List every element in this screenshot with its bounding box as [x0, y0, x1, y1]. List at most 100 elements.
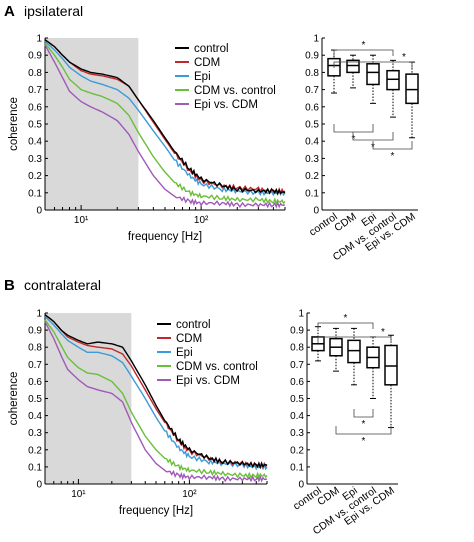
box-iqr: [346, 59, 360, 74]
series-line-cdm-vs-control: [44, 42, 286, 206]
y-tick-label: 0.6: [28, 377, 42, 388]
coherence-line-chart: 0 0.1 0.2 0.3 0.4 0.5 0.6 0.7 0.8 0.9 1 10¹ 10² frequ…: [8, 34, 286, 243]
legend-label: CDM: [176, 333, 202, 345]
box-y-tick-label: 0.5: [290, 394, 304, 405]
coherence-box-plot: 00.10.20.30.40.50.60.70.80.91 ****control…: [290, 309, 398, 537]
y-tick-label: 0.1: [28, 188, 42, 199]
significance-star: *: [391, 151, 395, 162]
box-y-tick-label: 0.3: [290, 428, 304, 439]
legend-label: control: [176, 319, 211, 331]
box-y-tick-label: 0.8: [305, 68, 319, 79]
box-y-tick-label: 1: [313, 34, 319, 45]
series-line-control: [44, 39, 286, 196]
box-y-tick-label: 0.4: [290, 411, 304, 422]
x-axis-label: frequency [Hz]: [128, 231, 202, 243]
y-tick-label: 0.3: [28, 154, 42, 165]
y-tick-label: 0.4: [28, 137, 42, 148]
y-tick-label: 0.8: [28, 68, 42, 79]
panel-b: B contralateral 0 0.1 0.2 0.3 0.4 0.5 0.6 0.7 0.…: [4, 277, 398, 537]
box-y-tick-label: 0: [298, 480, 304, 491]
significance-bracket: [317, 336, 392, 343]
significance-bracket: [333, 124, 374, 133]
y-tick-label: 1: [36, 34, 42, 45]
box-iqr: [347, 339, 361, 364]
legend-label: CDM vs. control: [176, 361, 258, 373]
box-y-tick-label: 0.4: [305, 137, 319, 148]
significance-bracket: [353, 409, 374, 418]
box-y-tick-label: 0.6: [290, 377, 304, 388]
box-y-tick-label: 0.2: [305, 171, 319, 182]
panel-letter: B: [4, 277, 15, 294]
y-tick-label: 0.5: [28, 394, 42, 405]
box-y-tick-label: 0.9: [305, 51, 319, 62]
y-tick-label: 0: [36, 206, 42, 217]
x-tick-label: 10¹: [74, 215, 89, 226]
box-y-tick-label: 0.3: [305, 154, 319, 165]
box-y-tick-label: 0.6: [305, 102, 319, 113]
y-tick-label: 0.4: [28, 411, 42, 422]
x-tick-label: 10²: [194, 215, 209, 226]
box-iqr: [386, 69, 400, 91]
significance-star: *: [402, 52, 406, 63]
series-line-epi: [44, 315, 268, 471]
panel-title: contralateral: [24, 277, 101, 293]
series-line-cdm-vs-control: [44, 319, 268, 480]
legend-label: Epi: [176, 347, 193, 359]
series-line-epi-vs-cdm: [44, 321, 268, 483]
x-tick-label: 10²: [182, 489, 197, 500]
legend-label: control: [194, 43, 229, 55]
y-tick-label: 0.5: [28, 120, 42, 131]
y-tick-label: 0.2: [28, 445, 42, 456]
series-line-epi-vs-cdm: [44, 44, 286, 209]
box-iqr: [405, 73, 419, 105]
significance-star: *: [362, 40, 366, 51]
series-line-control: [44, 314, 268, 470]
y-tick-label: 0.8: [28, 343, 42, 354]
y-axis-label: coherence: [8, 372, 20, 426]
box-y-tick-label: 0.7: [290, 360, 304, 371]
y-axis-label: coherence: [8, 97, 20, 151]
box-y-tick-label: 0: [313, 206, 319, 217]
shaded-band: [45, 38, 139, 210]
box-y-tick-label: 0.1: [290, 462, 304, 473]
legend-label: CDM vs. control: [194, 85, 276, 97]
y-tick-label: 0.7: [28, 85, 42, 96]
legend-label: Epi: [194, 71, 211, 83]
legend-label: Epi vs. CDM: [194, 99, 258, 111]
box-iqr: [366, 63, 380, 86]
box-iqr: [384, 344, 398, 386]
significance-bracket: [352, 132, 394, 141]
coherence-box-plot: 00.10.20.30.40.50.60.70.80.91*****contro…: [305, 34, 419, 263]
legend-label: Epi vs. CDM: [176, 375, 240, 387]
x-axis-label: frequency [Hz]: [119, 505, 193, 517]
box-y-tick-label: 0.7: [305, 85, 319, 96]
box-y-tick-label: 0.1: [305, 188, 319, 199]
y-tick-label: 0.9: [28, 326, 42, 337]
legend-label: CDM: [194, 57, 220, 69]
panel-letter: A: [4, 3, 15, 20]
significance-bracket: [333, 49, 394, 56]
y-tick-label: 1: [36, 309, 42, 320]
box-y-tick-label: 0.8: [290, 343, 304, 354]
category-label: CDM: [332, 211, 358, 235]
significance-bracket: [317, 322, 374, 329]
x-tick-label: 10¹: [71, 489, 86, 500]
y-tick-label: 0.9: [28, 51, 42, 62]
y-tick-label: 0.7: [28, 360, 42, 371]
box-y-tick-label: 0.2: [290, 445, 304, 456]
y-tick-label: 0.6: [28, 102, 42, 113]
significance-star: *: [344, 313, 348, 324]
y-tick-label: 0.1: [28, 462, 42, 473]
panel-title: ipsilateral: [24, 3, 83, 19]
significance-star: *: [381, 327, 385, 338]
y-tick-label: 0: [36, 480, 42, 491]
panel-a: A ipsilateral 0 0.1 0.2 0.3 0.4 0.5 0.6 0.7 0.8 0…: [4, 3, 419, 263]
significance-star: *: [352, 134, 356, 145]
box-y-tick-label: 1: [298, 309, 304, 320]
significance-star: *: [362, 419, 366, 430]
series-line-cdm: [44, 39, 286, 196]
significance-bracket: [335, 426, 392, 435]
y-tick-label: 0.3: [28, 428, 42, 439]
box-y-tick-label: 0.5: [305, 120, 319, 131]
